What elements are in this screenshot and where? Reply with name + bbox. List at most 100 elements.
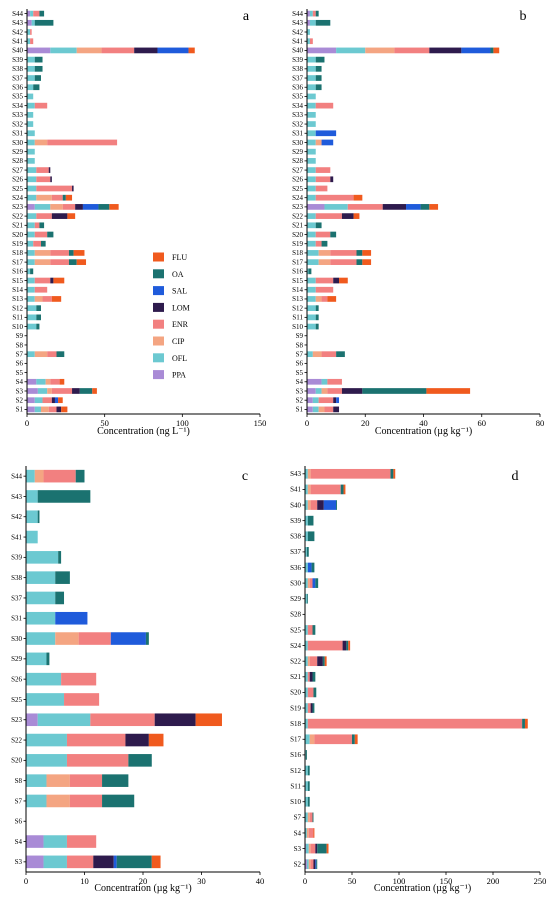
bar-segment-cip-s30 [55, 632, 79, 645]
x-tick-label: 30 [197, 876, 206, 886]
bar-segment-lom-s23 [75, 204, 83, 210]
bar-segment-oa-s21 [315, 222, 322, 229]
bar-segment-oa-s40 [490, 47, 494, 54]
bar-segment-oa-s23 [98, 204, 110, 210]
bar-segment-ofl-s26 [307, 176, 316, 183]
bar-segment-enr-s3 [327, 388, 342, 394]
y-tick-label: S42 [292, 28, 303, 36]
y-tick-label: S2 [16, 396, 24, 404]
bar-segment-flu-s18 [362, 250, 372, 256]
bar-segment-ofl-s41 [307, 38, 310, 45]
y-tick-label: S20 [11, 757, 22, 765]
bar-segment-oa-s19 [312, 703, 315, 713]
y-tick-label: S5 [296, 369, 304, 377]
bar-segment-flu-s17 [362, 259, 372, 265]
y-tick-label: S24 [292, 194, 303, 202]
bar-segment-enr-s25 [315, 185, 328, 192]
bar-segment-enr-s3 [310, 843, 316, 854]
bar-segment-oa-s19 [321, 240, 328, 247]
bar-segment-oa-s38 [55, 571, 70, 584]
bar-segment-oa-s11 [307, 781, 310, 791]
bar-segment-ofl-s44 [309, 10, 313, 17]
bar-segment-ofl-s40 [336, 47, 366, 54]
y-tick-label: S12 [290, 767, 301, 775]
bar-segment-enr-s41 [30, 38, 34, 45]
y-tick-label: S1 [16, 406, 24, 414]
bar-segment-flu-s22 [353, 213, 360, 219]
bar-segment-oa-s23 [420, 204, 430, 210]
x-axis-label: Concentration (ng L⁻¹) [97, 426, 190, 437]
bar-segment-ppa-s40 [307, 47, 337, 54]
y-tick-label: S26 [11, 675, 22, 683]
bar-segment-ofl-s41 [26, 530, 38, 544]
bar-segment-ofl-s39 [26, 551, 59, 564]
bar-segment-oa-s43 [390, 468, 394, 479]
bar-segment-oa-s10 [307, 796, 310, 807]
bar-segment-flu-s3 [326, 843, 329, 854]
bar-segment-enr-s41 [310, 484, 341, 495]
bar-segment-ppa-s2 [305, 859, 307, 870]
bar-segment-cip-s30 [315, 139, 322, 146]
bar-segment-enr-s44 [43, 469, 76, 483]
bar-segment-sal-s30 [312, 578, 316, 588]
bar-segment-oa-s16 [30, 268, 34, 275]
y-tick-label: S41 [11, 533, 22, 541]
y-tick-label: S3 [296, 387, 304, 395]
y-tick-label: S5 [16, 369, 24, 377]
bar-segment-enr-s25 [64, 693, 100, 706]
bar-segment-cip-s3 [321, 388, 328, 394]
bar-segment-oa-s3 [362, 388, 427, 394]
y-tick-label: S18 [292, 249, 303, 257]
bar-segment-enr-s18 [50, 250, 69, 256]
bar-segment-flu-s17 [76, 259, 87, 265]
bar-segment-enr-s21 [34, 222, 40, 229]
legend-label-cip: CIP [172, 337, 185, 346]
bar-segment-oa-s36 [315, 84, 322, 91]
bar-segment-ofl-s14 [307, 286, 316, 293]
bar-segment-enr-s7 [47, 351, 57, 358]
x-tick-label: 20 [361, 418, 370, 428]
bar-segment-oa-s21 [312, 671, 316, 682]
bar-segment-oa-s18 [522, 718, 525, 729]
x-tick-label: 80 [536, 418, 545, 428]
y-tick-label: S39 [12, 56, 23, 64]
y-tick-label: S32 [12, 120, 23, 128]
bar-segment-enr-s21 [307, 671, 310, 682]
bar-segment-ofl-s36 [307, 84, 316, 91]
y-tick-label: S10 [292, 323, 303, 331]
bar-segment-sal-s40 [323, 500, 337, 510]
bar-segment-oa-s7 [102, 794, 135, 808]
y-tick-label: S19 [12, 240, 23, 248]
bar-segment-lom-s2 [333, 397, 337, 404]
bar-segment-oa-s16 [308, 268, 312, 275]
bar-segment-ofl-s13 [27, 296, 35, 302]
y-tick-label: S23 [12, 203, 23, 211]
bar-segment-ofl-s21 [305, 671, 308, 682]
bar-segment-ofl-s43 [305, 468, 308, 479]
bar-segment-oa-s11 [315, 314, 319, 321]
y-tick-label: S16 [290, 751, 301, 759]
y-tick-label: S20 [290, 689, 301, 697]
x-tick-label: 40 [256, 876, 265, 886]
bar-segment-lom-s3 [72, 388, 80, 394]
bar-segment-cip-s13 [34, 296, 43, 302]
bar-segment-cip-s23 [50, 204, 63, 210]
bar-segment-enr-s15 [315, 277, 334, 284]
panel-letter: b [520, 9, 527, 24]
bar-segment-ofl-s12 [27, 305, 37, 312]
y-tick-label: S35 [12, 93, 23, 101]
bar-segment-enr-s20 [34, 231, 48, 238]
bar-segment-sal-s2 [336, 397, 340, 404]
legend-swatch-oa [153, 269, 164, 279]
bar-segment-ofl-s37 [27, 75, 35, 81]
bar-segment-oa-s16 [305, 750, 307, 760]
y-tick-label: S36 [12, 84, 23, 92]
bar-segment-oa-s7 [312, 812, 314, 823]
bar-segment-oa-s12 [315, 305, 319, 312]
y-tick-label: S4 [296, 378, 304, 386]
bar-segment-ofl-s30 [305, 578, 308, 588]
bar-segment-sal-s36 [307, 562, 312, 573]
bar-segment-ofl-s27 [27, 167, 37, 173]
